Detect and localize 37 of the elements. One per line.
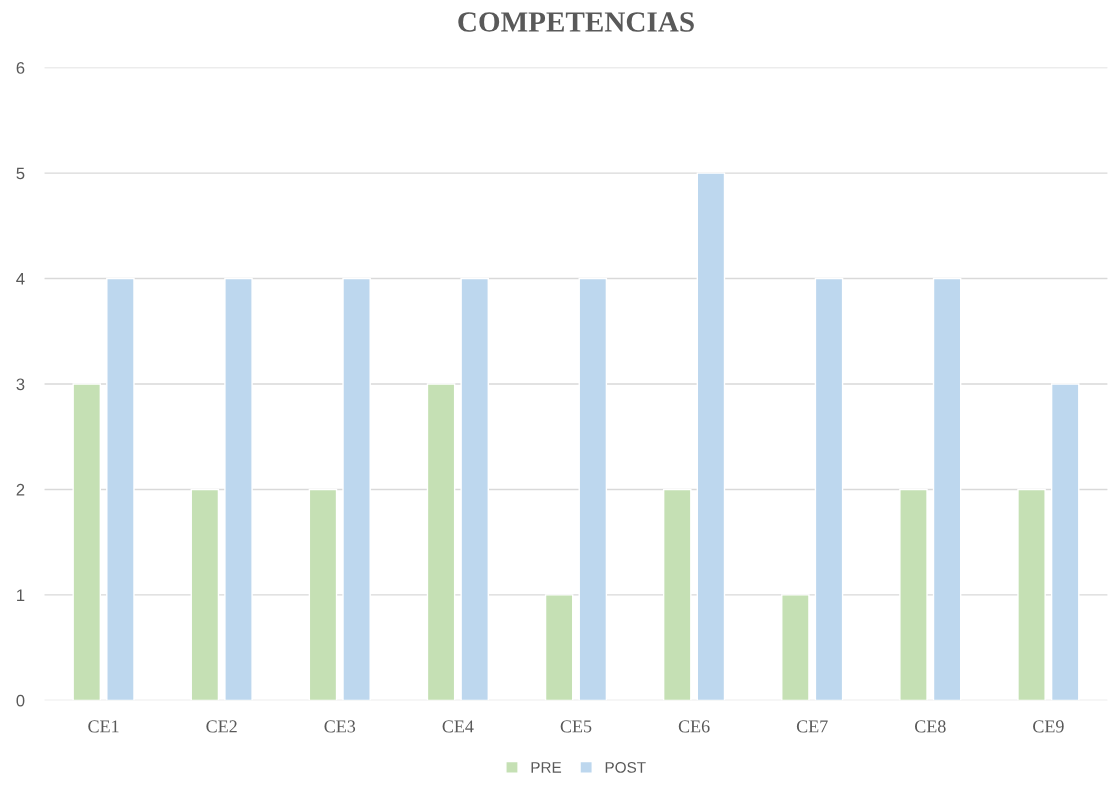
y-tick-label: 4 — [16, 273, 25, 285]
bar — [1050, 383, 1080, 701]
bar — [781, 594, 810, 701]
x-tick-label: CE6 — [678, 720, 710, 733]
bar — [224, 277, 253, 701]
bar — [662, 488, 692, 701]
x-tick-label: CE3 — [324, 720, 356, 733]
bar — [460, 277, 489, 701]
bar — [578, 277, 608, 701]
x-tick-label: CE1 — [88, 720, 119, 733]
bar — [342, 277, 371, 701]
y-tick-label: 3 — [16, 378, 25, 391]
x-tick-label: CE7 — [796, 720, 828, 733]
y-tick-label: 6 — [16, 62, 25, 74]
bar — [106, 277, 135, 701]
bar — [814, 277, 844, 701]
chart-title: COMPETENCIAS — [458, 12, 694, 32]
bar — [696, 172, 726, 701]
bar — [308, 488, 338, 701]
legend-label: PRE — [531, 762, 562, 773]
bar — [426, 383, 456, 701]
x-tick-label: CE5 — [560, 720, 592, 733]
x-tick-label: CE2 — [206, 720, 237, 733]
x-tick-label: CE4 — [442, 720, 474, 733]
y-tick-label: 0 — [16, 694, 25, 707]
y-tick-label: 1 — [17, 589, 25, 601]
bar — [932, 277, 962, 701]
x-tick-label: CE9 — [1033, 720, 1064, 733]
bar — [1017, 488, 1046, 701]
y-tick-label: 2 — [16, 483, 25, 496]
legend-label: POST — [605, 762, 646, 773]
bar — [190, 488, 220, 701]
bar — [72, 383, 102, 701]
x-tick-label: CE8 — [914, 720, 946, 733]
y-tick-label: 5 — [16, 167, 25, 180]
bar — [899, 488, 928, 701]
bar — [544, 594, 574, 701]
